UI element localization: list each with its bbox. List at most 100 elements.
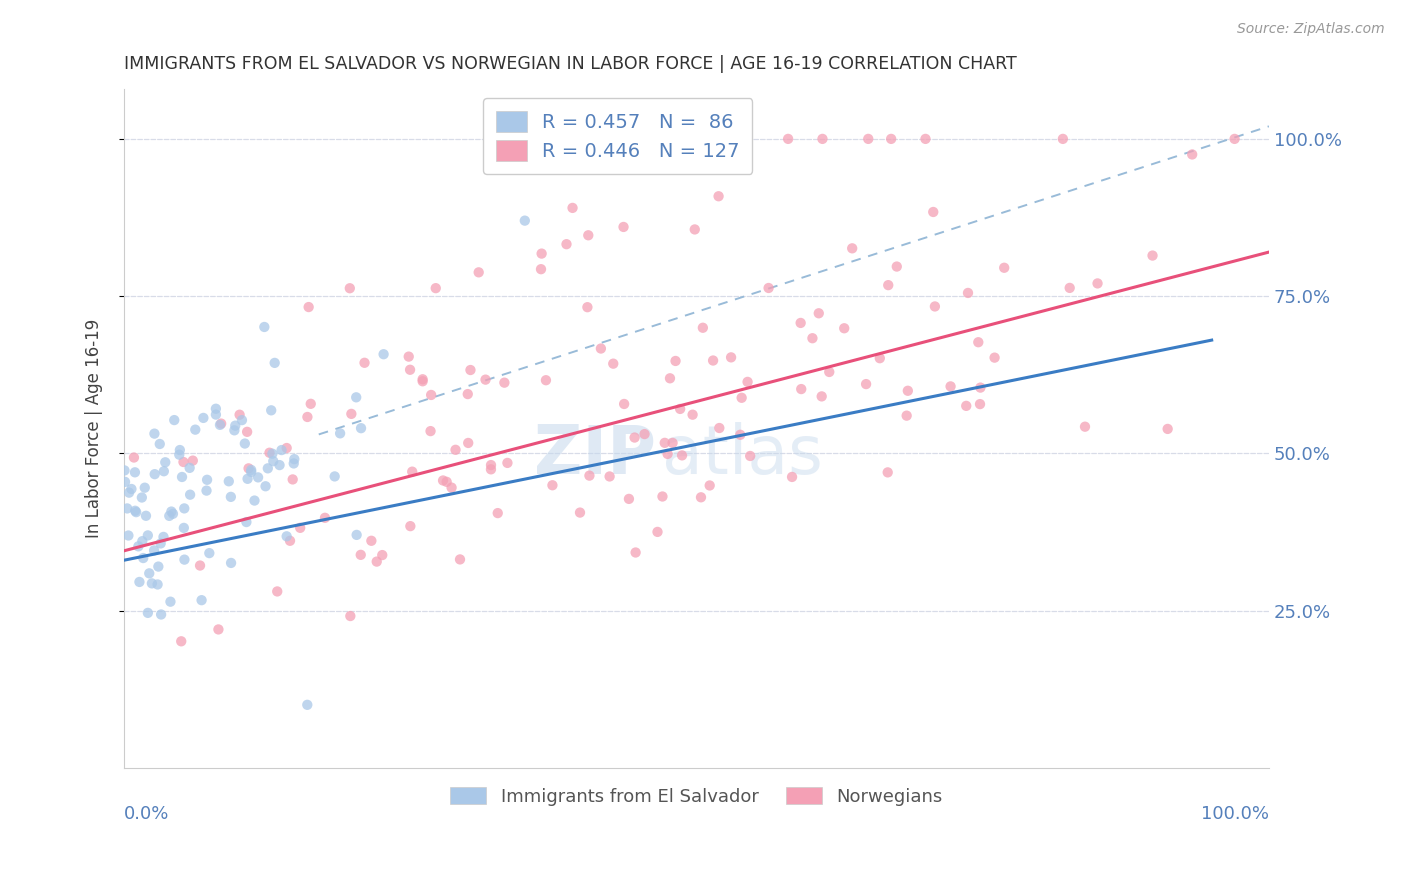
Point — [184, 423, 207, 437]
Point — [969, 381, 991, 395]
Point — [398, 350, 420, 364]
Point — [283, 452, 305, 467]
Point — [807, 306, 830, 320]
Point — [801, 331, 824, 345]
Point — [153, 464, 176, 478]
Point — [366, 555, 388, 569]
Point — [613, 397, 636, 411]
Point — [179, 488, 201, 502]
Point — [561, 201, 583, 215]
Point — [790, 382, 813, 396]
Point — [617, 491, 640, 506]
Point — [233, 436, 256, 450]
Point — [474, 373, 496, 387]
Point — [576, 228, 599, 243]
Point — [737, 375, 759, 389]
Point — [647, 524, 669, 539]
Point — [818, 365, 841, 379]
Point — [1181, 147, 1204, 161]
Point — [236, 472, 259, 486]
Point — [494, 376, 516, 390]
Point — [299, 397, 322, 411]
Point — [115, 501, 138, 516]
Point — [195, 483, 218, 498]
Point — [623, 431, 645, 445]
Point — [569, 506, 592, 520]
Point — [707, 189, 730, 203]
Point — [254, 479, 277, 493]
Point — [778, 132, 800, 146]
Point — [728, 427, 751, 442]
Point — [134, 481, 156, 495]
Point — [682, 408, 704, 422]
Point — [260, 403, 283, 417]
Point — [914, 132, 936, 146]
Point — [117, 528, 139, 542]
Point — [188, 558, 211, 573]
Point — [170, 634, 193, 648]
Point — [436, 475, 458, 489]
Point — [136, 606, 159, 620]
Point — [173, 552, 195, 566]
Point — [869, 351, 891, 366]
Point — [157, 508, 180, 523]
Point — [922, 205, 945, 219]
Point — [877, 278, 900, 293]
Point — [346, 528, 368, 542]
Point — [699, 478, 721, 492]
Point — [412, 372, 434, 386]
Point — [897, 384, 920, 398]
Point — [496, 456, 519, 470]
Point — [654, 435, 676, 450]
Point — [120, 482, 142, 496]
Point — [449, 552, 471, 566]
Point — [624, 545, 647, 559]
Point — [486, 506, 509, 520]
Point — [457, 387, 479, 401]
Point — [228, 408, 250, 422]
Point — [218, 475, 240, 489]
Point — [589, 342, 612, 356]
Point — [432, 474, 454, 488]
Point — [876, 466, 898, 480]
Point — [340, 407, 363, 421]
Point — [373, 347, 395, 361]
Point — [235, 515, 257, 529]
Point — [460, 363, 482, 377]
Point — [1087, 277, 1109, 291]
Point — [832, 321, 855, 335]
Point — [236, 425, 259, 439]
Legend: Immigrants from El Salvador, Norwegians: Immigrants from El Salvador, Norwegians — [443, 780, 950, 813]
Point — [690, 491, 713, 505]
Point — [159, 595, 181, 609]
Point — [169, 448, 191, 462]
Point — [758, 281, 780, 295]
Point — [789, 316, 811, 330]
Point — [329, 426, 352, 441]
Point — [956, 285, 979, 300]
Point — [270, 443, 292, 458]
Point — [555, 237, 578, 252]
Point — [339, 281, 361, 295]
Point — [780, 470, 803, 484]
Point — [128, 574, 150, 589]
Point — [350, 548, 373, 562]
Point — [664, 354, 686, 368]
Point — [276, 441, 298, 455]
Point — [467, 265, 489, 279]
Point — [576, 300, 599, 314]
Point — [657, 447, 679, 461]
Point — [661, 436, 683, 450]
Point — [269, 458, 291, 472]
Text: atlas: atlas — [662, 422, 823, 488]
Point — [240, 463, 263, 477]
Point — [283, 457, 305, 471]
Point — [224, 418, 246, 433]
Point — [412, 374, 434, 388]
Point — [457, 436, 479, 450]
Point — [350, 421, 373, 435]
Point — [170, 470, 193, 484]
Point — [278, 533, 301, 548]
Point — [440, 481, 463, 495]
Point — [633, 427, 655, 442]
